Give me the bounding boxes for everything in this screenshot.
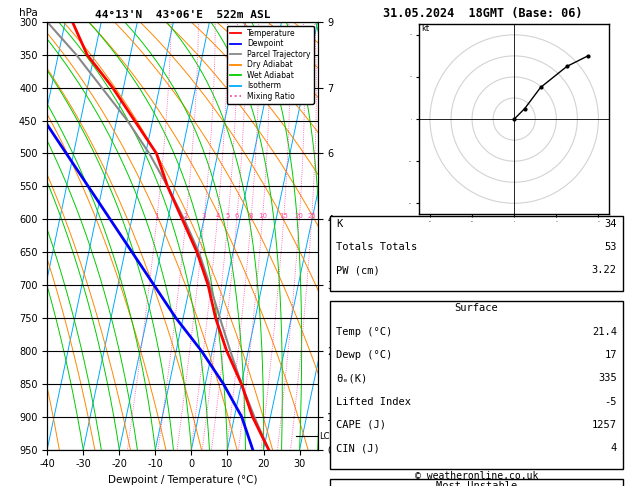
Text: 20: 20: [295, 213, 304, 219]
Text: © weatheronline.co.uk: © weatheronline.co.uk: [415, 471, 538, 481]
Legend: Temperature, Dewpoint, Parcel Trajectory, Dry Adiabat, Wet Adiabat, Isotherm, Mi: Temperature, Dewpoint, Parcel Trajectory…: [226, 26, 314, 104]
Text: 5: 5: [226, 213, 230, 219]
Text: 6: 6: [235, 213, 239, 219]
Text: 4: 4: [215, 213, 220, 219]
Text: Totals Totals: Totals Totals: [336, 242, 418, 252]
Text: 1257: 1257: [592, 420, 617, 430]
Text: kt: kt: [421, 24, 430, 33]
Text: LCL: LCL: [319, 432, 334, 441]
Text: 17: 17: [604, 350, 617, 360]
Text: PW (cm): PW (cm): [336, 265, 380, 276]
Text: K: K: [336, 219, 342, 229]
Text: 2: 2: [184, 213, 188, 219]
Bar: [330, 216, 623, 291]
Text: 53: 53: [604, 242, 617, 252]
Text: Temp (°C): Temp (°C): [336, 327, 392, 337]
Text: -5: -5: [604, 397, 617, 407]
Bar: [330, 301, 623, 469]
Text: 8: 8: [249, 213, 253, 219]
Y-axis label: km
ASL: km ASL: [341, 225, 359, 246]
Text: Lifted Index: Lifted Index: [336, 397, 411, 407]
Text: 25: 25: [307, 213, 316, 219]
Text: Surface: Surface: [455, 303, 498, 313]
Text: 4: 4: [611, 443, 617, 453]
Text: 15: 15: [279, 213, 288, 219]
Text: Most Unstable: Most Unstable: [436, 481, 517, 486]
Text: 3: 3: [202, 213, 206, 219]
Text: CAPE (J): CAPE (J): [336, 420, 386, 430]
Text: CIN (J): CIN (J): [336, 443, 380, 453]
Title: 44°13'N  43°06'E  522m ASL: 44°13'N 43°06'E 522m ASL: [94, 10, 270, 20]
Text: 31.05.2024  18GMT (Base: 06): 31.05.2024 18GMT (Base: 06): [383, 7, 582, 20]
Text: 34: 34: [604, 219, 617, 229]
Text: 10: 10: [258, 213, 267, 219]
Bar: [330, 479, 623, 486]
Text: 3.22: 3.22: [592, 265, 617, 276]
Text: 1: 1: [155, 213, 159, 219]
Y-axis label: hPa: hPa: [19, 8, 38, 17]
X-axis label: Dewpoint / Temperature (°C): Dewpoint / Temperature (°C): [108, 475, 257, 485]
Text: 21.4: 21.4: [592, 327, 617, 337]
Text: Dewp (°C): Dewp (°C): [336, 350, 392, 360]
Text: 335: 335: [598, 373, 617, 383]
Text: θₑ(K): θₑ(K): [336, 373, 367, 383]
